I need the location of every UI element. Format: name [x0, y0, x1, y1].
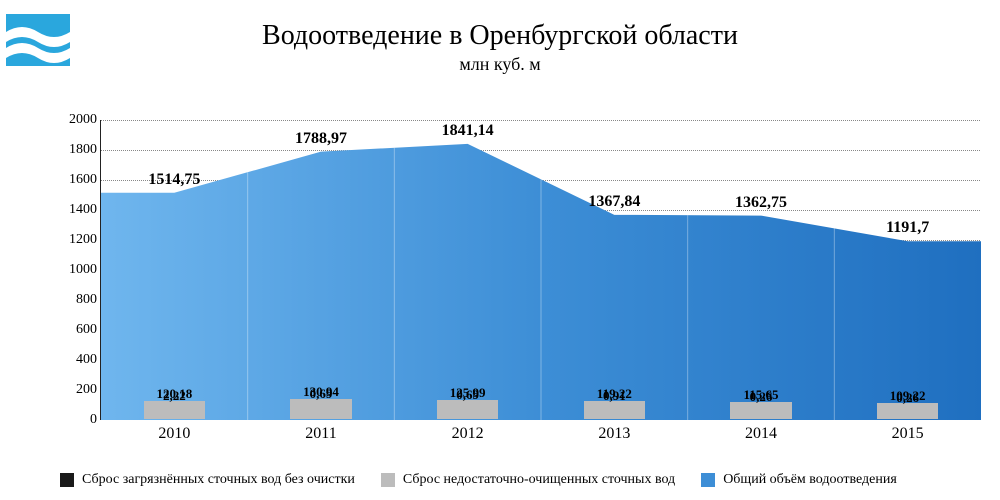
y-tick-label: 1400 [59, 202, 97, 218]
data-label-total: 1788,97 [295, 130, 347, 148]
legend-label: Сброс загрязнённых сточных вод без очист… [82, 472, 355, 488]
legend-swatch [60, 473, 74, 487]
x-tick-label: 2013 [598, 425, 630, 443]
data-label-polluted: 0,91 [603, 388, 626, 404]
data-label-total: 1191,7 [886, 219, 929, 237]
chart-title: Водоотведение в Оренбургской области [0, 20, 1000, 52]
data-label-total: 1514,75 [148, 171, 200, 189]
data-label-total: 1841,14 [442, 122, 494, 140]
chart-subtitle: млн куб. м [0, 54, 1000, 75]
data-label-polluted: 0,69 [456, 387, 479, 403]
chart-title-block: Водоотведение в Оренбургской области млн… [0, 0, 1000, 75]
data-label-polluted: 0,26 [896, 390, 919, 406]
x-tick-label: 2015 [892, 425, 924, 443]
y-tick-label: 2000 [59, 112, 97, 128]
area-total [101, 120, 980, 419]
y-tick-label: 1000 [59, 262, 97, 278]
data-label-polluted: 0,26 [750, 389, 773, 405]
y-tick-label: 600 [59, 322, 97, 338]
legend-swatch [701, 473, 715, 487]
y-tick-label: 1200 [59, 232, 97, 248]
chart: 0200400600800100012001400160018002000201… [60, 120, 980, 440]
y-tick-label: 400 [59, 352, 97, 368]
legend-label: Общий объём водоотведения [723, 472, 897, 488]
x-tick-label: 2014 [745, 425, 777, 443]
y-tick-label: 800 [59, 292, 97, 308]
y-tick-label: 0 [59, 412, 97, 428]
y-tick-label: 1600 [59, 172, 97, 188]
logo [6, 14, 70, 66]
plot-area: 0200400600800100012001400160018002000201… [100, 120, 980, 420]
data-label-polluted: 0,69 [310, 386, 333, 402]
x-tick-label: 2010 [158, 425, 190, 443]
data-label-polluted: 2,22 [163, 388, 186, 404]
x-tick-label: 2011 [305, 425, 336, 443]
legend-label: Сброс недостаточно-очищенных сточных вод [403, 472, 675, 488]
data-label-total: 1362,75 [735, 194, 787, 212]
data-label-total: 1367,84 [588, 193, 640, 211]
legend-swatch [381, 473, 395, 487]
legend: Сброс загрязнённых сточных вод без очист… [60, 472, 980, 488]
y-tick-label: 200 [59, 382, 97, 398]
legend-item-polluted: Сброс загрязнённых сточных вод без очист… [60, 472, 355, 488]
y-tick-label: 1800 [59, 142, 97, 158]
x-tick-label: 2012 [452, 425, 484, 443]
legend-item-total: Общий объём водоотведения [701, 472, 897, 488]
legend-item-insufficient: Сброс недостаточно-очищенных сточных вод [381, 472, 675, 488]
